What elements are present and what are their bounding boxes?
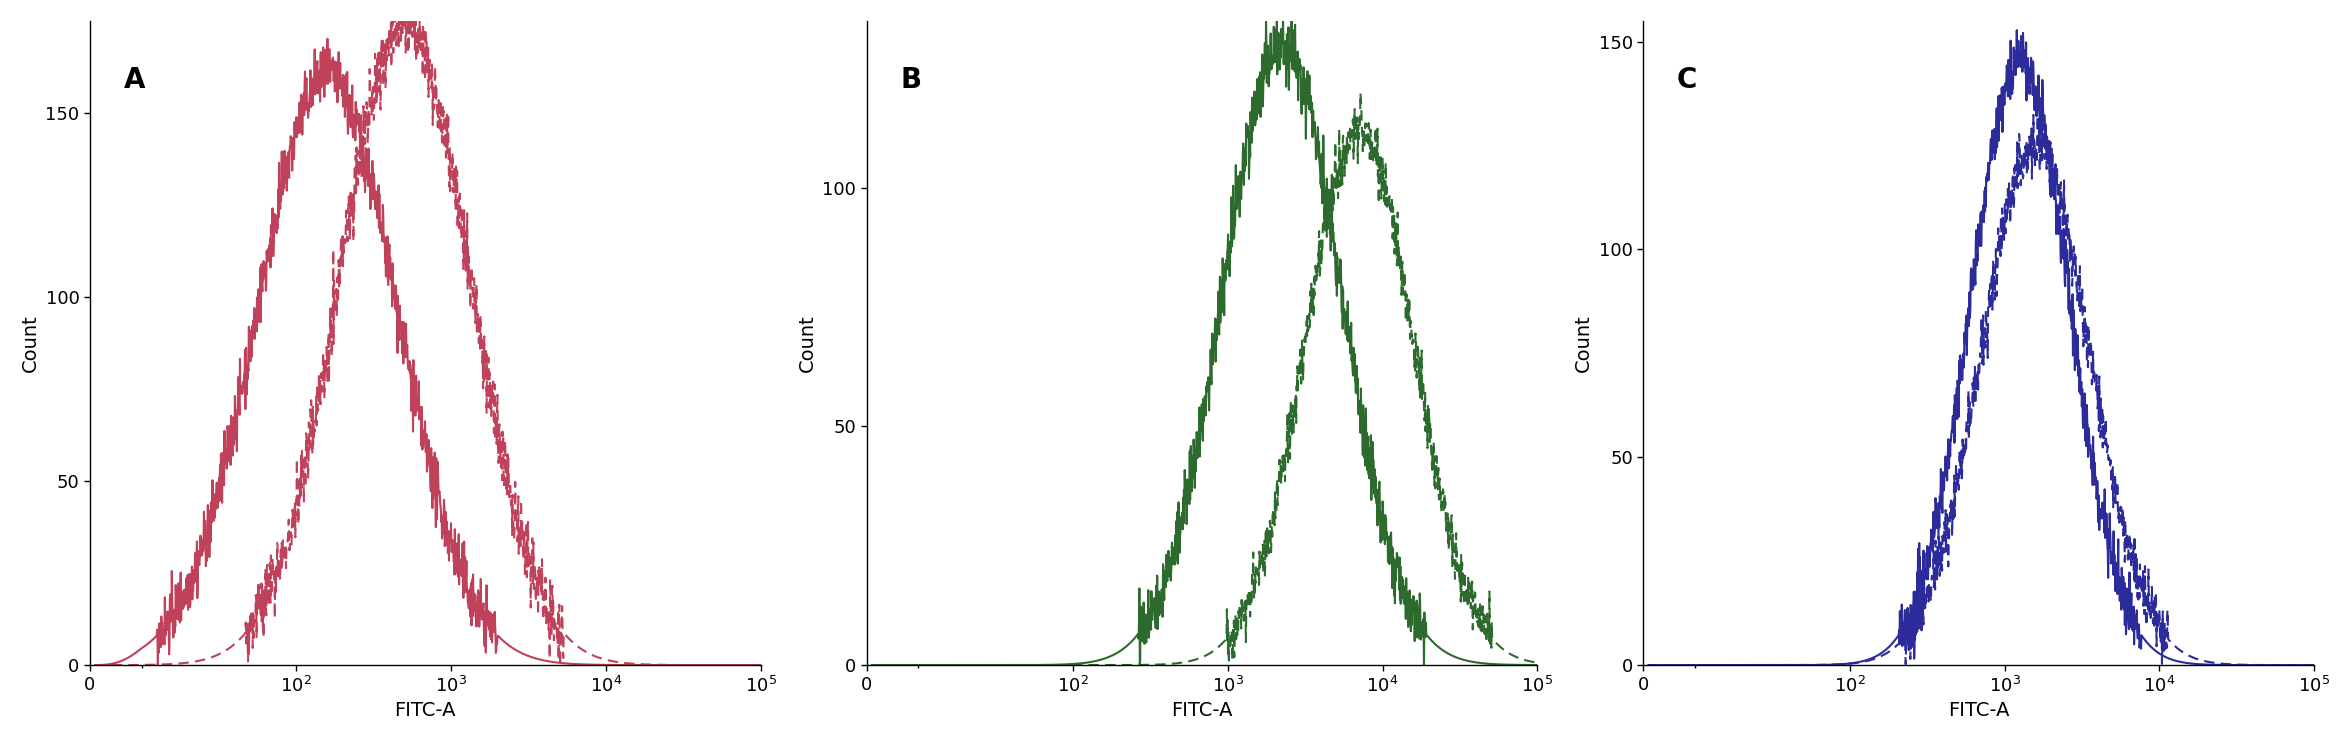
X-axis label: FITC-A: FITC-A bbox=[395, 701, 456, 720]
Text: B: B bbox=[900, 66, 922, 94]
Y-axis label: Count: Count bbox=[1575, 314, 1594, 372]
Text: C: C bbox=[1676, 66, 1697, 94]
Y-axis label: Count: Count bbox=[797, 314, 816, 372]
X-axis label: FITC-A: FITC-A bbox=[1171, 701, 1232, 720]
X-axis label: FITC-A: FITC-A bbox=[1949, 701, 2010, 720]
Text: A: A bbox=[125, 66, 146, 94]
Y-axis label: Count: Count bbox=[21, 314, 40, 372]
